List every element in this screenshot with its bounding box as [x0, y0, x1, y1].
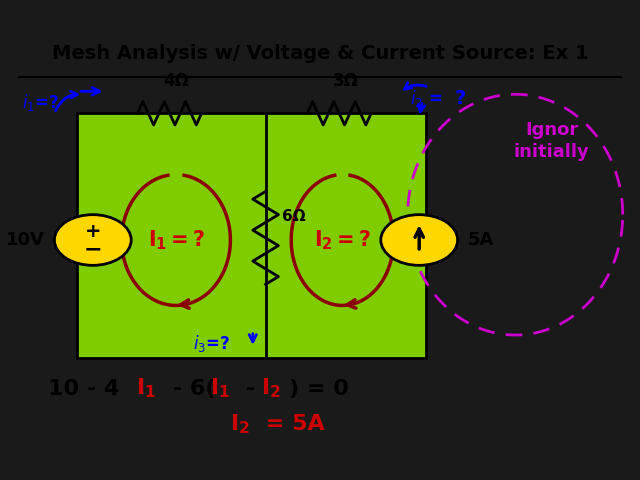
Text: +: + — [84, 222, 101, 241]
Text: ) = 0: ) = 0 — [289, 379, 349, 399]
Text: −: − — [83, 240, 102, 259]
Text: 3Ω: 3Ω — [333, 72, 358, 90]
Text: $\mathbf{I_2}$: $\mathbf{I_2}$ — [261, 377, 281, 400]
Text: $\mathbf{I_2=?}$: $\mathbf{I_2=?}$ — [314, 228, 371, 252]
Text: = 5A: = 5A — [258, 414, 324, 434]
Text: $\mathbf{I_1=?}$: $\mathbf{I_1=?}$ — [147, 228, 205, 252]
Text: -: - — [238, 379, 263, 399]
Circle shape — [54, 215, 131, 265]
Text: $i_1$=?: $i_1$=? — [22, 92, 60, 113]
Bar — [77, 113, 426, 358]
Text: $i_3$=?: $i_3$=? — [193, 333, 230, 354]
Text: 10V: 10V — [6, 231, 45, 249]
Text: 5A: 5A — [467, 231, 493, 249]
Text: 6Ω: 6Ω — [282, 209, 305, 224]
Text: $\mathbf{I_1}$: $\mathbf{I_1}$ — [210, 377, 230, 400]
Text: Mesh Analysis w/ Voltage & Current Source: Ex 1: Mesh Analysis w/ Voltage & Current Sourc… — [52, 44, 588, 62]
Text: $\mathbf{I_1}$: $\mathbf{I_1}$ — [136, 377, 156, 400]
Text: 4Ω: 4Ω — [163, 72, 189, 90]
Circle shape — [381, 215, 458, 265]
Text: 10 - 4: 10 - 4 — [48, 379, 120, 399]
Text: - 6(: - 6( — [165, 379, 216, 399]
Text: ?: ? — [454, 89, 466, 108]
Text: $\mathbf{I_2}$: $\mathbf{I_2}$ — [230, 412, 250, 435]
Text: $i_2$ =: $i_2$ = — [410, 88, 442, 109]
Text: Ignor
initially: Ignor initially — [514, 120, 589, 161]
